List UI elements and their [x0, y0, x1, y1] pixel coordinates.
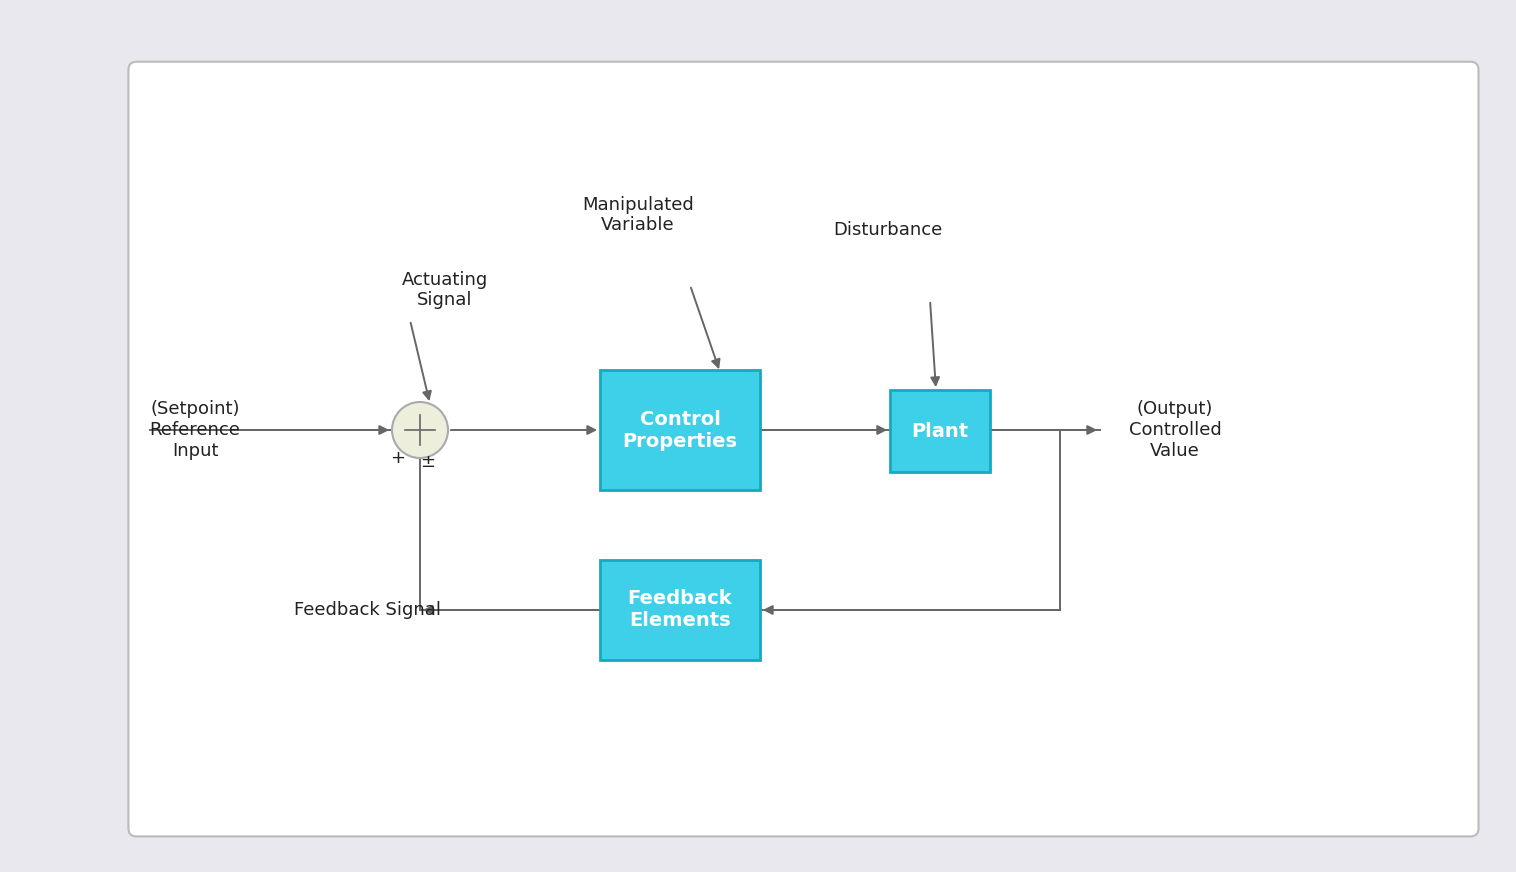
Text: Disturbance: Disturbance: [834, 221, 943, 239]
Text: Feedback
Elements: Feedback Elements: [628, 589, 732, 630]
Text: Control
Properties: Control Properties: [623, 410, 737, 451]
Text: ±: ±: [420, 453, 435, 471]
Bar: [890, 390, 990, 472]
Bar: [600, 560, 760, 660]
FancyBboxPatch shape: [129, 62, 1478, 836]
Bar: [600, 370, 760, 490]
Text: Manipulated
Variable: Manipulated Variable: [582, 195, 694, 235]
Text: (Setpoint)
Reference
Input: (Setpoint) Reference Input: [150, 400, 241, 460]
Circle shape: [393, 402, 449, 458]
Text: Feedback Signal: Feedback Signal: [294, 601, 441, 619]
Text: (Output)
Controlled
Value: (Output) Controlled Value: [1128, 400, 1222, 460]
Text: Plant: Plant: [911, 421, 969, 440]
Text: +: +: [391, 449, 405, 467]
Text: Actuating
Signal: Actuating Signal: [402, 270, 488, 310]
